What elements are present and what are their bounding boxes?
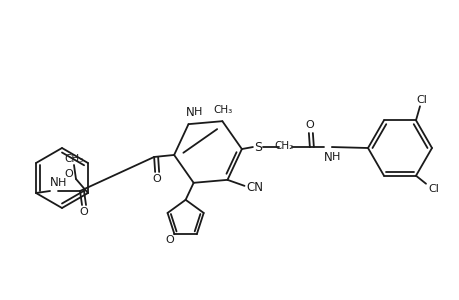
Text: O: O: [79, 207, 88, 217]
Text: N: N: [186, 106, 195, 118]
Text: CH₂: CH₂: [274, 141, 293, 151]
Text: Cl: Cl: [416, 95, 426, 105]
Text: S: S: [253, 140, 261, 154]
Text: N: N: [50, 176, 58, 190]
Text: CH₃: CH₃: [64, 154, 84, 164]
Text: O: O: [305, 120, 313, 130]
Text: Cl: Cl: [428, 184, 438, 194]
Text: H: H: [331, 152, 339, 162]
Text: H: H: [58, 178, 66, 188]
Text: N: N: [323, 151, 331, 164]
Text: H: H: [194, 107, 202, 117]
Text: CH₃: CH₃: [213, 105, 233, 115]
Text: O: O: [64, 169, 73, 179]
Text: O: O: [152, 174, 161, 184]
Text: CN: CN: [246, 182, 263, 194]
Text: O: O: [165, 235, 174, 245]
